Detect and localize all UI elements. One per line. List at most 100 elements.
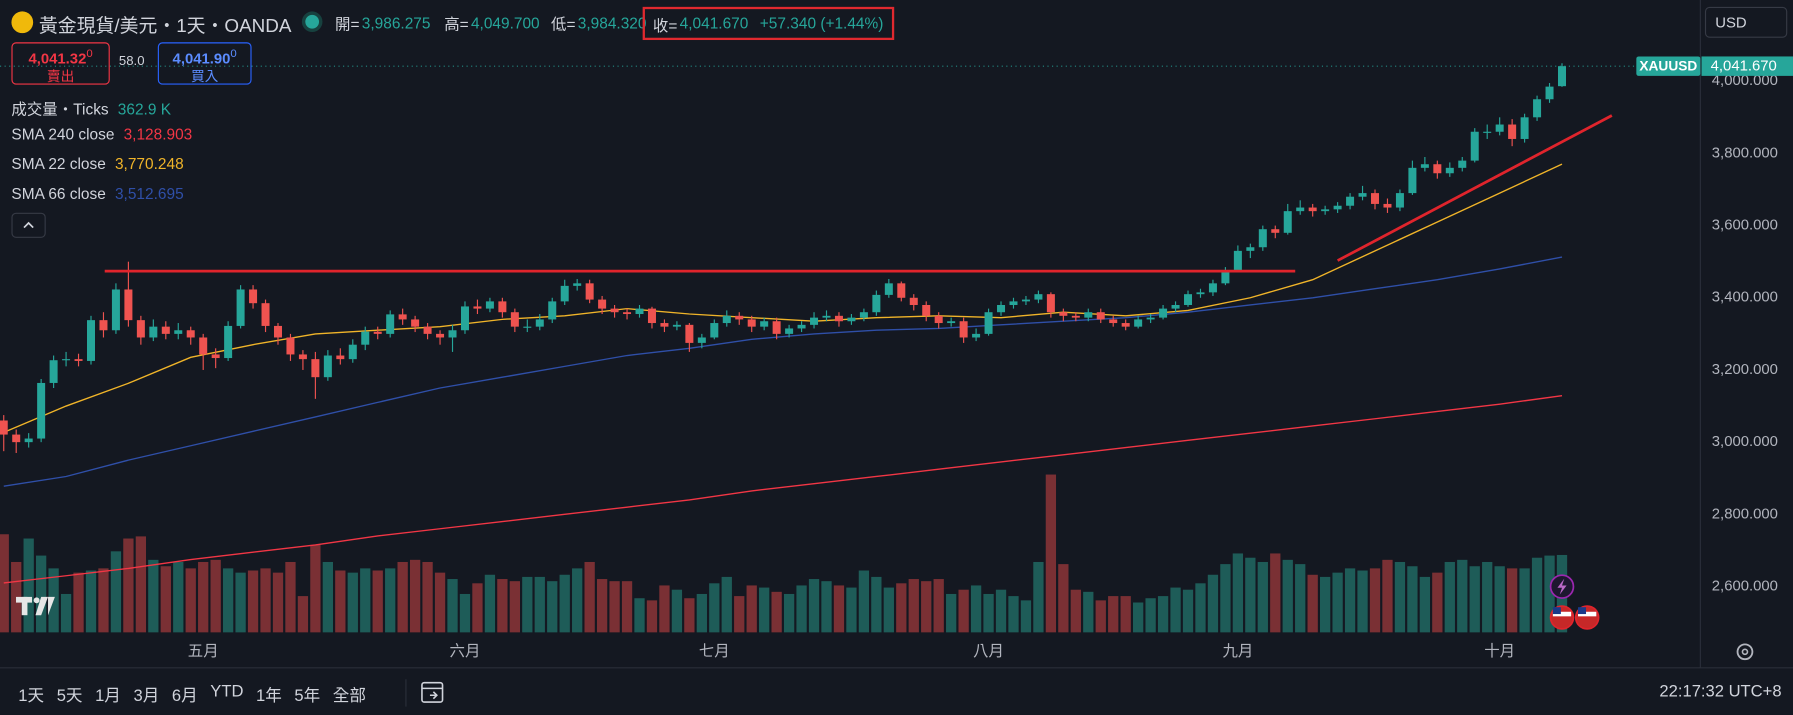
low-label: 低=	[551, 16, 576, 34]
legend-row[interactable]: 成交量・Ticks 362.9 K	[11, 96, 192, 126]
candle-body	[1208, 283, 1217, 293]
volume-bar	[621, 581, 633, 633]
sell-button[interactable]: 4,041.320 賣出	[11, 42, 110, 85]
volume-bar	[746, 585, 757, 633]
price-tag	[1701, 56, 1793, 76]
candle-body	[161, 326, 170, 334]
volume-bar	[547, 581, 558, 633]
range-button[interactable]: 1年	[256, 687, 282, 706]
volume-bar	[1083, 591, 1094, 633]
clock[interactable]: 22:17:32 UTC+8	[1659, 682, 1782, 701]
volume-bar	[135, 536, 147, 633]
candle-body	[822, 315, 831, 318]
range-button[interactable]: 3月	[133, 687, 160, 706]
candle-body	[797, 324, 806, 329]
spread: 58.0	[118, 54, 145, 69]
range-bar: 1天 5天 1月 3月 6月 YTD 1年 5年 全部	[18, 683, 366, 707]
volume-bar	[1270, 553, 1281, 633]
legend-value: 3,770.248	[114, 155, 184, 173]
volume-bar	[198, 561, 209, 633]
volume-bar	[459, 593, 471, 633]
gear[interactable]	[1736, 643, 1754, 661]
event-icons[interactable]	[1549, 574, 1600, 630]
flag-stripe	[1552, 611, 1572, 617]
legend-name: SMA 22 close	[11, 155, 106, 173]
volume-bar	[1394, 561, 1406, 633]
range-button[interactable]: 全部	[332, 687, 366, 706]
sell-label: 賣出	[46, 68, 75, 85]
candle-body	[1096, 312, 1105, 320]
candle-body	[49, 360, 58, 383]
volume-bar	[1045, 474, 1057, 633]
symbol-title[interactable]: 黃金現貨/美元・1天・OANDA	[38, 16, 292, 37]
volume-bar	[1033, 561, 1044, 633]
y-tick-label: 2,800.000	[1712, 506, 1778, 522]
legend-row[interactable]: SMA 22 close 3,770.248	[11, 156, 192, 186]
buy-button[interactable]: 4,041.900 買入	[157, 42, 252, 85]
volume-bar	[659, 585, 670, 633]
flag-canton	[1578, 607, 1587, 615]
volume-bar	[35, 555, 47, 633]
volume-bar	[1444, 561, 1455, 633]
volume-bar	[1095, 600, 1106, 633]
volume-bar	[1120, 596, 1131, 633]
calendar-icon[interactable]	[421, 681, 444, 703]
volume-bar	[60, 593, 72, 633]
volume-bar	[173, 561, 184, 633]
high-label: 高=	[444, 16, 469, 34]
range-button[interactable]: 5天	[56, 687, 83, 706]
candle-body	[1233, 250, 1242, 271]
candle-body	[1408, 167, 1417, 194]
open-label: 開=	[335, 16, 360, 34]
candle-body	[74, 359, 83, 361]
buy-price-main: 4,041.90	[172, 49, 231, 67]
volume-bar	[484, 574, 496, 633]
calendar[interactable]	[421, 681, 444, 703]
volume-bar	[447, 579, 458, 633]
y-tick-label: 4,000.000	[1712, 73, 1778, 89]
volume-bar	[497, 579, 508, 633]
volume-bar	[1319, 576, 1331, 633]
volume-bar	[883, 587, 894, 633]
candle-body	[859, 312, 868, 318]
candle-body	[473, 306, 482, 309]
close-label: 收=	[652, 16, 678, 34]
candle-body	[186, 330, 195, 338]
legend-row[interactable]: SMA 66 close 3,512.695	[11, 185, 192, 215]
candle-body	[1371, 193, 1380, 204]
candle-body	[897, 283, 906, 298]
volume-bar	[409, 559, 421, 633]
volume-bar	[1108, 596, 1119, 633]
candle-body	[1171, 304, 1180, 309]
logo-part	[21, 596, 28, 616]
candle-body	[972, 333, 981, 338]
y-tick-label: 3,200.000	[1712, 362, 1778, 378]
settings-icon[interactable]	[1736, 643, 1754, 661]
collapse-button[interactable]	[11, 212, 46, 238]
volume-bar	[1494, 566, 1505, 633]
candle-body	[1283, 211, 1292, 233]
candle-body	[535, 319, 544, 327]
range-button[interactable]: 1月	[95, 687, 121, 706]
candle-body	[111, 289, 120, 331]
volume-bar	[1008, 596, 1019, 633]
range-button[interactable]: 1天	[18, 687, 45, 706]
range-button[interactable]: 5年	[294, 687, 321, 706]
candle-body	[460, 306, 469, 331]
legend-row[interactable]: SMA 240 close 3,128.903	[11, 126, 192, 156]
y-tick-label: 3,600.000	[1712, 218, 1778, 234]
x-tick-label: 九月	[1222, 642, 1253, 660]
volume-bar	[73, 572, 84, 633]
y-tick-label: 2,600.000	[1712, 578, 1778, 594]
candle-body	[1109, 319, 1118, 324]
volume-bar	[796, 585, 807, 633]
range-button[interactable]: 6月	[171, 687, 198, 706]
candle-body	[37, 382, 46, 439]
currency-select[interactable]: USD	[1704, 6, 1788, 38]
range-button[interactable]: YTD	[210, 682, 244, 701]
volume-bar	[759, 587, 770, 633]
volume-bar	[1157, 596, 1169, 633]
buy-label: 買入	[190, 68, 219, 85]
legend: 成交量・Ticks 362.9 K SMA 240 close 3,128.903 S…	[11, 96, 192, 215]
